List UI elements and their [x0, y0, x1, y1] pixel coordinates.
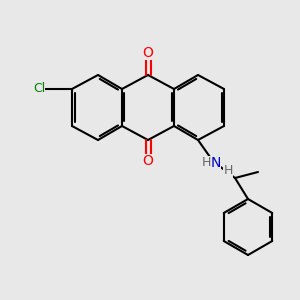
- Text: Cl: Cl: [33, 82, 45, 95]
- Text: O: O: [142, 46, 153, 60]
- Text: O: O: [142, 154, 153, 168]
- Text: H: H: [201, 155, 211, 169]
- Text: H: H: [223, 164, 233, 178]
- Text: N: N: [211, 156, 221, 170]
